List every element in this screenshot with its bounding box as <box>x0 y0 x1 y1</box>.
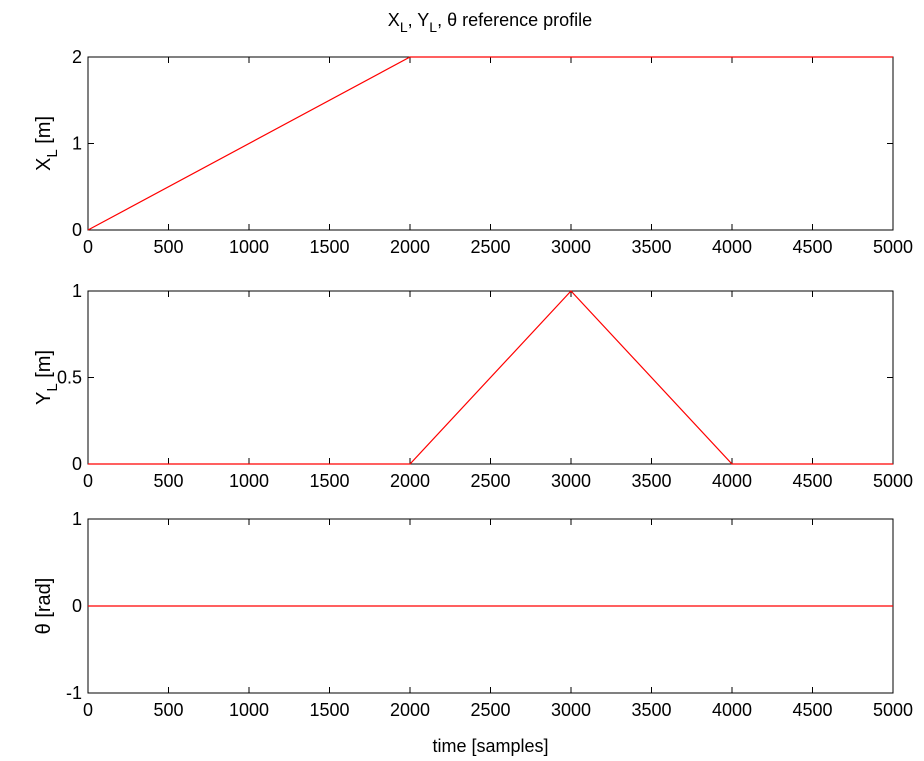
y-label-main: Y <box>33 392 55 405</box>
y-label-subscript: L <box>44 149 61 157</box>
x-tick-label: 2500 <box>470 700 510 720</box>
x-tick-label: 500 <box>153 471 183 491</box>
subplot-1: 0 500 1000 1500 2000 2500 3000 3500 4000 4500 5000… <box>33 47 913 257</box>
x-tick-label: 3000 <box>551 700 591 720</box>
y-tick-label: 1 <box>72 281 82 301</box>
x-tick-label: 0 <box>83 700 93 720</box>
x-tick-label: 4500 <box>792 471 832 491</box>
subplots: 0 500 1000 1500 2000 2500 3000 3500 4000 4500 5000… <box>33 47 913 756</box>
x-tick-label: 1500 <box>309 237 349 257</box>
x-tick-label: 3000 <box>551 237 591 257</box>
y-tick-label: 2 <box>72 47 82 67</box>
y-axis-label: XL [m] <box>33 116 61 171</box>
x-tick-label: 4500 <box>792 237 832 257</box>
x-tick-label: 3500 <box>631 237 671 257</box>
title-subscript: L <box>429 19 437 35</box>
subplot-2: 0 500 1000 1500 2000 2500 3000 3500 4000 4500 5000… <box>33 281 913 491</box>
x-tick-label: 1000 <box>229 237 269 257</box>
x-tick-label: 3500 <box>631 700 671 720</box>
y-tick-label: 0 <box>72 220 82 240</box>
x-tick-label: 4000 <box>712 471 752 491</box>
x-tick-label: 2000 <box>390 237 430 257</box>
title-subscript: L <box>400 19 408 35</box>
y-tick-label: 1 <box>72 509 82 529</box>
y-label-subscript: L <box>44 383 61 391</box>
axes-box <box>87 56 894 231</box>
x-tick-label: 500 <box>153 237 183 257</box>
y-tick-label: 0 <box>72 454 82 474</box>
title-text: X <box>388 10 400 30</box>
x-tick-label: 4500 <box>792 700 832 720</box>
x-axis-label: time [samples] <box>432 736 548 756</box>
x-tick-label: 0 <box>83 471 93 491</box>
x-tick-label: 1000 <box>229 471 269 491</box>
y-tick-label: 1 <box>72 134 82 154</box>
x-tick-label: 5000 <box>873 237 913 257</box>
y-tick-label: 0.5 <box>57 368 82 388</box>
title-text: , θ reference profile <box>437 10 592 30</box>
figure-title: XL, YL, θ reference profile <box>388 10 592 35</box>
x-tick-label: 1500 <box>309 700 349 720</box>
x-tick-label: 3500 <box>631 471 671 491</box>
title-text: , Y <box>408 10 430 30</box>
x-tick-label: 5000 <box>873 471 913 491</box>
y-tick-label: -1 <box>66 683 82 703</box>
subplot-3: 0 500 1000 1500 2000 2500 3000 3500 4000 4500 5000… <box>33 509 913 756</box>
x-tick-label: 1500 <box>309 471 349 491</box>
x-tick-label: 2000 <box>390 700 430 720</box>
x-tick-label: 1000 <box>229 700 269 720</box>
x-tick-label: 3000 <box>551 471 591 491</box>
series-line-1 <box>88 290 893 465</box>
x-tick-label: 2500 <box>470 471 510 491</box>
y-axis-label: θ [rad] <box>33 578 55 635</box>
x-tick-label: 5000 <box>873 700 913 720</box>
y-axis-label: YL [m] <box>33 350 61 405</box>
series-line-1 <box>87 56 893 231</box>
y-tick-label: 0 <box>72 596 82 616</box>
y-label-unit: [m] <box>33 116 55 149</box>
x-tick-label: 2500 <box>470 237 510 257</box>
y-label-main: X <box>33 158 55 171</box>
x-tick-label: 4000 <box>712 700 752 720</box>
x-tick-label: 0 <box>83 237 93 257</box>
y-label-unit: [m] <box>33 350 55 383</box>
x-tick-label: 4000 <box>712 237 752 257</box>
x-tick-label: 500 <box>153 700 183 720</box>
x-tick-label: 2000 <box>390 471 430 491</box>
